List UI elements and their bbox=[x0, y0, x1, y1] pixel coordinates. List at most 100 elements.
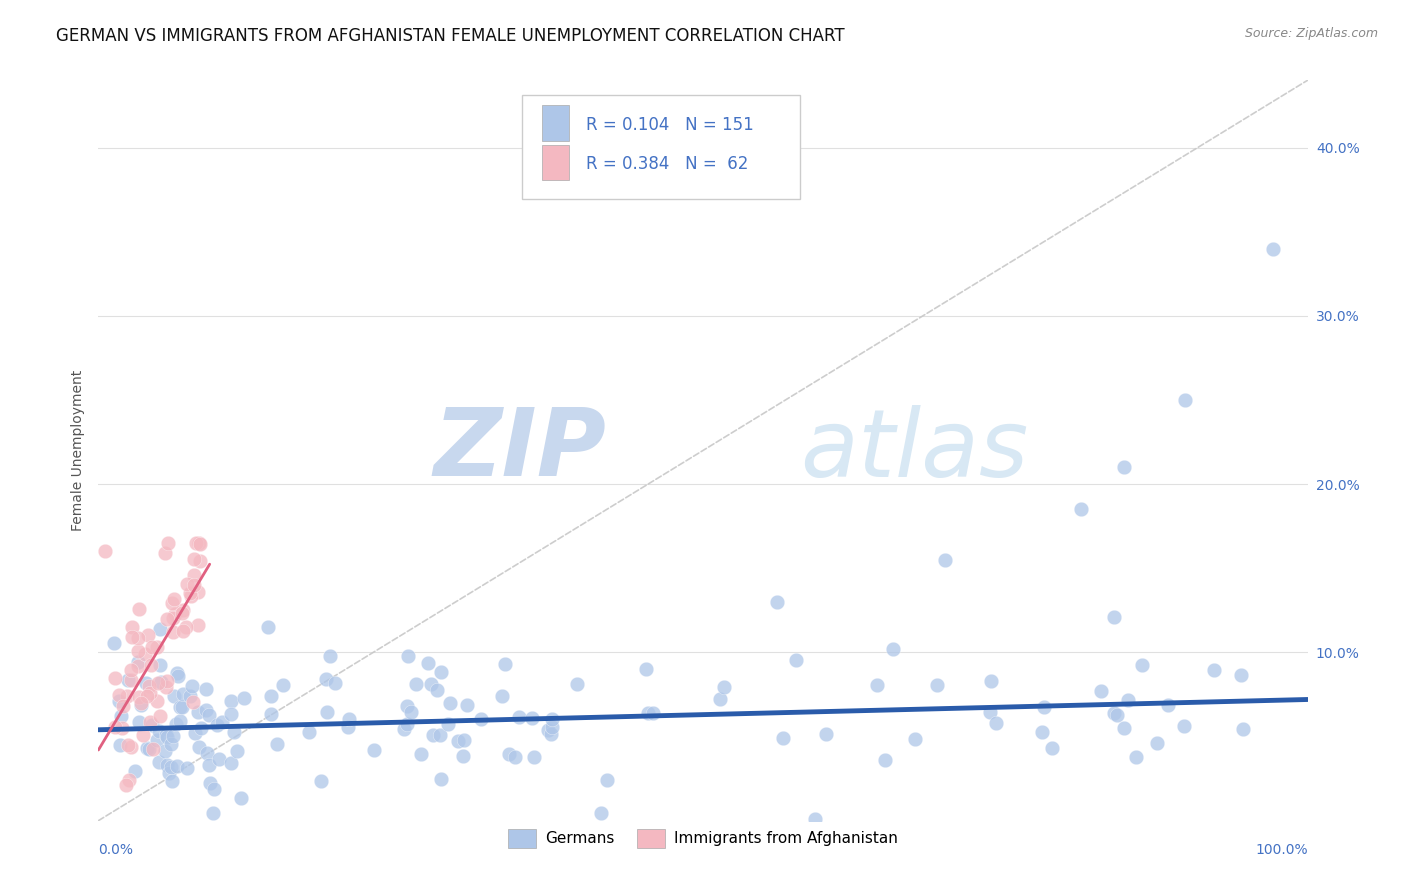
Immigrants from Afghanistan bbox=[94, 544, 117, 558]
Immigrants from Afghanistan bbox=[141, 640, 163, 654]
Immigrants from Afghanistan bbox=[187, 585, 209, 599]
Text: 100.0%: 100.0% bbox=[1256, 843, 1308, 857]
Immigrants from Afghanistan bbox=[183, 567, 205, 582]
Immigrants from Afghanistan bbox=[132, 728, 155, 742]
Germans bbox=[172, 699, 194, 714]
Germans bbox=[772, 731, 794, 746]
Germans bbox=[103, 636, 125, 650]
Germans bbox=[713, 680, 735, 694]
Germans bbox=[436, 717, 458, 731]
Germans bbox=[1090, 683, 1112, 698]
Immigrants from Afghanistan bbox=[188, 554, 211, 568]
Immigrants from Afghanistan bbox=[148, 676, 170, 690]
Germans bbox=[491, 689, 513, 703]
Germans bbox=[311, 773, 333, 788]
Germans bbox=[224, 725, 246, 739]
Germans bbox=[108, 693, 131, 707]
Germans bbox=[156, 757, 179, 772]
Germans bbox=[172, 687, 194, 701]
Germans bbox=[149, 658, 172, 673]
Germans bbox=[337, 720, 360, 734]
Germans bbox=[429, 772, 451, 786]
Germans bbox=[208, 752, 231, 766]
Germans bbox=[160, 774, 183, 789]
Germans bbox=[162, 729, 184, 743]
Immigrants from Afghanistan bbox=[104, 671, 127, 685]
Immigrants from Afghanistan bbox=[186, 536, 208, 550]
Germans bbox=[1146, 736, 1168, 750]
Immigrants from Afghanistan bbox=[183, 552, 205, 566]
Germans bbox=[197, 758, 219, 772]
Germans bbox=[541, 712, 564, 726]
Germans bbox=[229, 791, 252, 805]
Germans bbox=[416, 656, 439, 670]
Germans bbox=[136, 740, 159, 755]
Germans bbox=[157, 766, 180, 780]
Germans bbox=[163, 690, 186, 704]
Germans bbox=[155, 744, 177, 758]
Immigrants from Afghanistan bbox=[128, 602, 150, 616]
Germans bbox=[221, 707, 243, 722]
Germans bbox=[149, 622, 172, 636]
Germans bbox=[187, 705, 209, 719]
Germans bbox=[430, 665, 453, 680]
Germans bbox=[540, 726, 562, 740]
Germans bbox=[219, 694, 242, 708]
Germans bbox=[1174, 392, 1197, 407]
Germans bbox=[405, 677, 427, 691]
Germans bbox=[979, 673, 1001, 688]
Immigrants from Afghanistan bbox=[136, 628, 159, 642]
Immigrants from Afghanistan bbox=[180, 589, 202, 603]
Germans bbox=[202, 781, 225, 796]
Immigrants from Afghanistan bbox=[190, 537, 212, 551]
Immigrants from Afghanistan bbox=[127, 631, 149, 645]
Germans bbox=[709, 691, 731, 706]
Germans bbox=[117, 673, 139, 687]
Bar bbox=[543, 105, 569, 141]
Germans bbox=[198, 708, 221, 723]
Germans bbox=[201, 806, 224, 821]
Immigrants from Afghanistan bbox=[134, 647, 156, 661]
Immigrants from Afghanistan bbox=[111, 721, 134, 735]
Immigrants from Afghanistan bbox=[181, 695, 204, 709]
Germans bbox=[1070, 502, 1092, 516]
Germans bbox=[1102, 706, 1125, 720]
Germans bbox=[159, 759, 181, 773]
Germans bbox=[495, 657, 517, 671]
Germans bbox=[166, 665, 188, 680]
Germans bbox=[498, 747, 520, 761]
Immigrants from Afghanistan bbox=[142, 742, 165, 756]
Germans bbox=[591, 806, 613, 821]
Germans bbox=[395, 717, 418, 731]
Germans bbox=[875, 753, 897, 767]
Germans bbox=[148, 723, 170, 738]
Germans bbox=[1230, 667, 1253, 681]
Immigrants from Afghanistan bbox=[174, 620, 197, 634]
Germans bbox=[148, 755, 170, 769]
Germans bbox=[146, 732, 169, 747]
Germans bbox=[260, 689, 283, 703]
Germans bbox=[315, 705, 337, 719]
Germans bbox=[1173, 719, 1195, 733]
Germans bbox=[1130, 658, 1153, 673]
Germans bbox=[419, 677, 441, 691]
Bar bbox=[543, 145, 569, 180]
Germans bbox=[522, 711, 544, 725]
Immigrants from Afghanistan bbox=[117, 738, 139, 752]
Germans bbox=[765, 595, 787, 609]
Immigrants from Afghanistan bbox=[162, 624, 184, 639]
Germans bbox=[470, 712, 492, 726]
Germans bbox=[108, 738, 131, 752]
Germans bbox=[785, 653, 807, 667]
Immigrants from Afghanistan bbox=[188, 536, 211, 550]
Germans bbox=[446, 734, 468, 748]
Germans bbox=[225, 744, 247, 758]
Germans bbox=[456, 698, 478, 713]
Germans bbox=[1232, 723, 1254, 737]
Germans bbox=[207, 718, 229, 732]
Germans bbox=[181, 679, 204, 693]
Immigrants from Afghanistan bbox=[104, 720, 127, 734]
Germans bbox=[1031, 725, 1053, 739]
Germans bbox=[165, 717, 187, 731]
Germans bbox=[1102, 610, 1125, 624]
